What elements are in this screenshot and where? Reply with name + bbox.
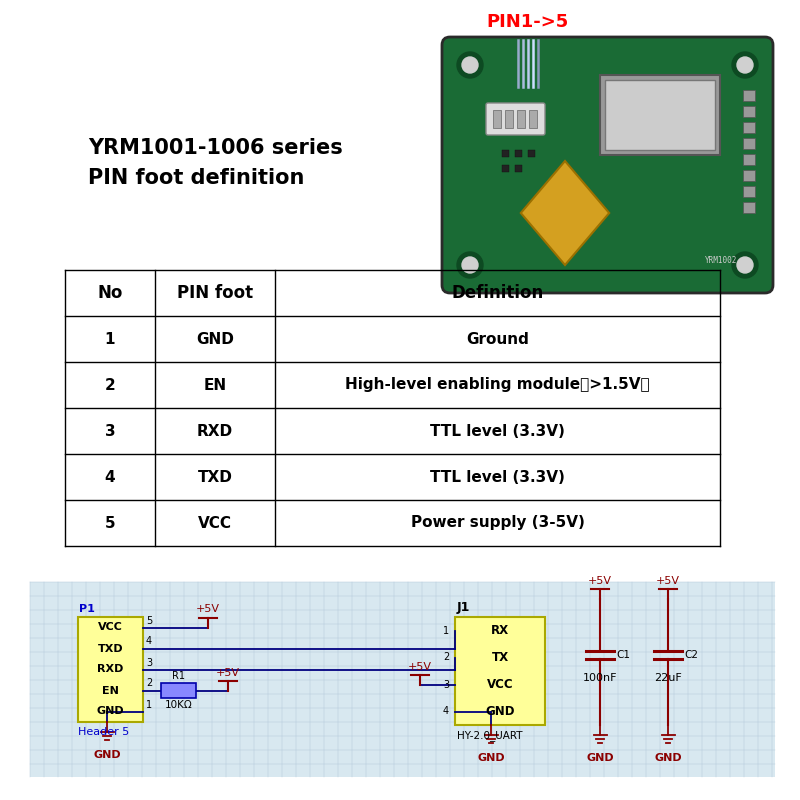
Text: No: No xyxy=(98,284,122,302)
Text: 5: 5 xyxy=(105,515,115,530)
Text: +5V: +5V xyxy=(196,605,220,614)
Text: GND: GND xyxy=(94,750,121,760)
Text: TTL level (3.3V): TTL level (3.3V) xyxy=(430,470,565,485)
Text: VCC: VCC xyxy=(98,622,123,633)
Bar xyxy=(743,106,755,117)
Circle shape xyxy=(457,252,483,278)
Text: High-level enabling module（>1.5V）: High-level enabling module（>1.5V） xyxy=(345,378,650,393)
Polygon shape xyxy=(521,161,610,265)
Text: +5V: +5V xyxy=(656,576,680,586)
Text: Definition: Definition xyxy=(451,284,544,302)
Text: YRM1002: YRM1002 xyxy=(705,256,737,265)
Bar xyxy=(743,202,755,213)
Bar xyxy=(743,186,755,197)
Bar xyxy=(529,110,537,128)
Bar xyxy=(743,90,755,101)
Text: GND: GND xyxy=(654,753,682,763)
Bar xyxy=(605,80,715,150)
Text: C1: C1 xyxy=(616,650,630,660)
Text: TXD: TXD xyxy=(98,643,123,654)
Bar xyxy=(515,150,522,157)
Text: 5: 5 xyxy=(146,615,152,626)
Circle shape xyxy=(457,52,483,78)
Text: VCC: VCC xyxy=(198,515,232,530)
Text: J1: J1 xyxy=(457,601,470,614)
Text: +5V: +5V xyxy=(216,667,240,678)
Text: PIN1->5: PIN1->5 xyxy=(487,13,569,31)
Bar xyxy=(515,165,522,172)
Circle shape xyxy=(737,257,753,273)
Text: GND: GND xyxy=(196,331,234,346)
Bar xyxy=(600,75,720,155)
Bar xyxy=(78,617,143,722)
Bar xyxy=(505,110,513,128)
Circle shape xyxy=(732,252,758,278)
Text: C2: C2 xyxy=(684,650,698,660)
Text: 4: 4 xyxy=(105,470,115,485)
Text: RX: RX xyxy=(491,624,509,637)
Circle shape xyxy=(462,57,478,73)
Text: EN: EN xyxy=(102,686,119,695)
Text: GND: GND xyxy=(486,705,514,718)
Text: 1: 1 xyxy=(443,626,449,635)
Text: 22uF: 22uF xyxy=(654,673,682,682)
Text: TXD: TXD xyxy=(198,470,233,485)
Text: 4: 4 xyxy=(443,706,449,717)
Text: Ground: Ground xyxy=(466,331,529,346)
Text: +5V: +5V xyxy=(588,576,612,586)
Text: RXD: RXD xyxy=(98,665,124,674)
Text: PIN foot definition: PIN foot definition xyxy=(88,168,304,188)
Bar xyxy=(743,154,755,165)
Bar xyxy=(161,683,196,698)
Text: GND: GND xyxy=(477,753,505,763)
Text: +5V: +5V xyxy=(408,662,432,671)
Text: R1: R1 xyxy=(172,671,185,681)
Bar xyxy=(743,138,755,149)
Bar xyxy=(743,170,755,181)
Text: 10KΩ: 10KΩ xyxy=(165,700,192,710)
Text: 4: 4 xyxy=(146,637,152,646)
Bar xyxy=(493,110,501,128)
Text: TX: TX xyxy=(491,651,509,664)
Text: 1: 1 xyxy=(146,699,152,710)
Bar xyxy=(455,617,545,725)
Bar xyxy=(502,150,509,157)
FancyBboxPatch shape xyxy=(486,103,545,135)
Circle shape xyxy=(462,257,478,273)
Text: TTL level (3.3V): TTL level (3.3V) xyxy=(430,423,565,438)
Bar xyxy=(30,582,775,777)
Text: HY-2.0_UART: HY-2.0_UART xyxy=(457,730,522,741)
Text: 1: 1 xyxy=(105,331,115,346)
Text: GND: GND xyxy=(97,706,124,717)
Text: 100nF: 100nF xyxy=(582,673,618,682)
Text: Power supply (3-5V): Power supply (3-5V) xyxy=(410,515,585,530)
Circle shape xyxy=(732,52,758,78)
Text: 3: 3 xyxy=(105,423,115,438)
Text: VCC: VCC xyxy=(486,678,514,691)
Text: P1: P1 xyxy=(79,604,95,614)
Text: 3: 3 xyxy=(146,658,152,667)
Bar xyxy=(743,122,755,133)
Text: 2: 2 xyxy=(442,653,449,662)
Bar xyxy=(502,165,509,172)
Bar xyxy=(517,110,525,128)
Text: Header 5: Header 5 xyxy=(78,727,130,737)
Text: GND: GND xyxy=(586,753,614,763)
Text: 2: 2 xyxy=(146,678,152,689)
FancyBboxPatch shape xyxy=(442,37,773,293)
Text: EN: EN xyxy=(203,378,226,393)
Text: YRM1001-1006 series: YRM1001-1006 series xyxy=(88,138,342,158)
Text: PIN foot: PIN foot xyxy=(177,284,253,302)
Text: 3: 3 xyxy=(443,679,449,690)
Circle shape xyxy=(737,57,753,73)
Text: 2: 2 xyxy=(105,378,115,393)
Bar xyxy=(528,150,535,157)
Text: RXD: RXD xyxy=(197,423,233,438)
